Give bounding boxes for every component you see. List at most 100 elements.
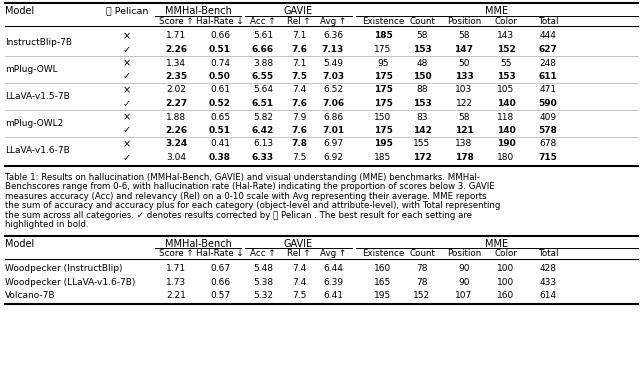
Text: 1.73: 1.73	[166, 277, 186, 287]
Text: 78: 78	[416, 264, 428, 273]
Text: 627: 627	[539, 45, 557, 54]
Text: 150: 150	[413, 72, 431, 81]
Text: 471: 471	[540, 85, 557, 95]
Text: 5.82: 5.82	[253, 113, 273, 121]
Text: 0.52: 0.52	[209, 99, 231, 108]
Text: 6.92: 6.92	[323, 153, 343, 162]
Text: 78: 78	[416, 277, 428, 287]
Text: 2.26: 2.26	[165, 45, 187, 54]
Text: 140: 140	[497, 99, 515, 108]
Text: 0.74: 0.74	[210, 59, 230, 68]
Text: 88: 88	[416, 85, 428, 95]
Text: 100: 100	[497, 264, 515, 273]
Text: Table 1: Results on hallucination (MMHal-Bench, GAVIE) and visual understanding : Table 1: Results on hallucination (MMHal…	[5, 173, 480, 182]
Text: 6.86: 6.86	[323, 113, 343, 121]
Text: 175: 175	[374, 72, 392, 81]
Text: Hal-Rate ↓: Hal-Rate ↓	[196, 249, 244, 258]
Text: MME: MME	[485, 239, 509, 249]
Text: Position: Position	[447, 17, 481, 26]
Text: 153: 153	[497, 72, 515, 81]
Text: 155: 155	[413, 140, 431, 149]
Text: Count: Count	[409, 17, 435, 26]
Text: 248: 248	[540, 59, 557, 68]
Text: 175: 175	[374, 99, 392, 108]
Text: 6.52: 6.52	[323, 85, 343, 95]
Text: MMHal-Bench: MMHal-Bench	[164, 239, 232, 249]
Text: LLaVA-v1.5-7B: LLaVA-v1.5-7B	[5, 92, 70, 101]
Text: ✓: ✓	[123, 125, 131, 135]
Text: 0.50: 0.50	[209, 72, 231, 81]
Text: ×: ×	[123, 112, 131, 122]
Text: 428: 428	[540, 264, 557, 273]
Text: 0.41: 0.41	[210, 140, 230, 149]
Text: 7.4: 7.4	[292, 277, 306, 287]
Text: mPlug-OWL: mPlug-OWL	[5, 65, 58, 74]
Text: 0.51: 0.51	[209, 45, 231, 54]
Text: Existence: Existence	[362, 249, 404, 258]
Text: GAVIE: GAVIE	[284, 6, 313, 16]
Text: 7.1: 7.1	[292, 59, 306, 68]
Text: ✓: ✓	[123, 99, 131, 109]
Text: 7.6: 7.6	[291, 99, 307, 108]
Text: 611: 611	[539, 72, 557, 81]
Text: 614: 614	[540, 291, 557, 300]
Text: 153: 153	[413, 99, 431, 108]
Text: Score ↑: Score ↑	[159, 249, 193, 258]
Text: Color: Color	[495, 17, 518, 26]
Text: MME: MME	[485, 6, 509, 16]
Text: 160: 160	[497, 291, 515, 300]
Text: Avg ↑: Avg ↑	[320, 249, 346, 258]
Text: the sum of accuracy and accuracy plus for each category (object-level and attrib: the sum of accuracy and accuracy plus fo…	[5, 201, 500, 210]
Text: ✓: ✓	[123, 152, 131, 163]
Text: Model: Model	[5, 6, 35, 16]
Text: 7.5: 7.5	[292, 291, 306, 300]
Text: Count: Count	[409, 249, 435, 258]
Text: 7.13: 7.13	[322, 45, 344, 54]
Text: 103: 103	[456, 85, 472, 95]
Text: 678: 678	[540, 140, 557, 149]
Text: ×: ×	[123, 85, 131, 95]
Text: 83: 83	[416, 113, 428, 121]
Text: Avg ↑: Avg ↑	[320, 17, 346, 26]
Text: 6.41: 6.41	[323, 291, 343, 300]
Text: Score ↑: Score ↑	[159, 17, 193, 26]
Text: 185: 185	[374, 31, 392, 40]
Text: 0.51: 0.51	[209, 126, 231, 135]
Text: Total: Total	[538, 249, 558, 258]
Text: Rel ↑: Rel ↑	[287, 249, 311, 258]
Text: 7.8: 7.8	[291, 140, 307, 149]
Text: 1.34: 1.34	[166, 59, 186, 68]
Text: 50: 50	[458, 59, 470, 68]
Text: Benchscores range from 0-6, with hallucination rate (Hal-Rate) indicating the pr: Benchscores range from 0-6, with halluci…	[5, 182, 495, 191]
Text: 5.38: 5.38	[253, 277, 273, 287]
Text: 133: 133	[454, 72, 474, 81]
Text: ×: ×	[123, 31, 131, 41]
Text: InstructBlip-7B: InstructBlip-7B	[5, 38, 72, 47]
Text: 172: 172	[413, 153, 431, 162]
Text: 5.49: 5.49	[323, 59, 343, 68]
Text: 185: 185	[374, 153, 392, 162]
Text: 2.02: 2.02	[166, 85, 186, 95]
Text: 175: 175	[374, 45, 392, 54]
Text: 3.24: 3.24	[165, 140, 187, 149]
Text: 105: 105	[497, 85, 515, 95]
Text: 6.33: 6.33	[252, 153, 274, 162]
Text: 1.71: 1.71	[166, 264, 186, 273]
Text: 7.6: 7.6	[291, 126, 307, 135]
Text: 58: 58	[458, 31, 470, 40]
Text: 58: 58	[416, 31, 428, 40]
Text: 55: 55	[500, 59, 512, 68]
Text: 0.61: 0.61	[210, 85, 230, 95]
Text: Woodpecker (InstructBlip): Woodpecker (InstructBlip)	[5, 264, 122, 273]
Text: 590: 590	[539, 99, 557, 108]
Text: 152: 152	[497, 45, 515, 54]
Text: the sum across all categories. ✓ denotes results corrected by 🐦 Pelican . The be: the sum across all categories. ✓ denotes…	[5, 211, 472, 220]
Text: 178: 178	[454, 153, 474, 162]
Text: 5.32: 5.32	[253, 291, 273, 300]
Text: Acc ↑: Acc ↑	[250, 17, 276, 26]
Text: Total: Total	[538, 17, 558, 26]
Text: GAVIE: GAVIE	[284, 239, 313, 249]
Text: Woodpecker (LLaVA-v1.6-7B): Woodpecker (LLaVA-v1.6-7B)	[5, 277, 136, 287]
Text: 6.44: 6.44	[323, 264, 343, 273]
Text: 2.21: 2.21	[166, 291, 186, 300]
